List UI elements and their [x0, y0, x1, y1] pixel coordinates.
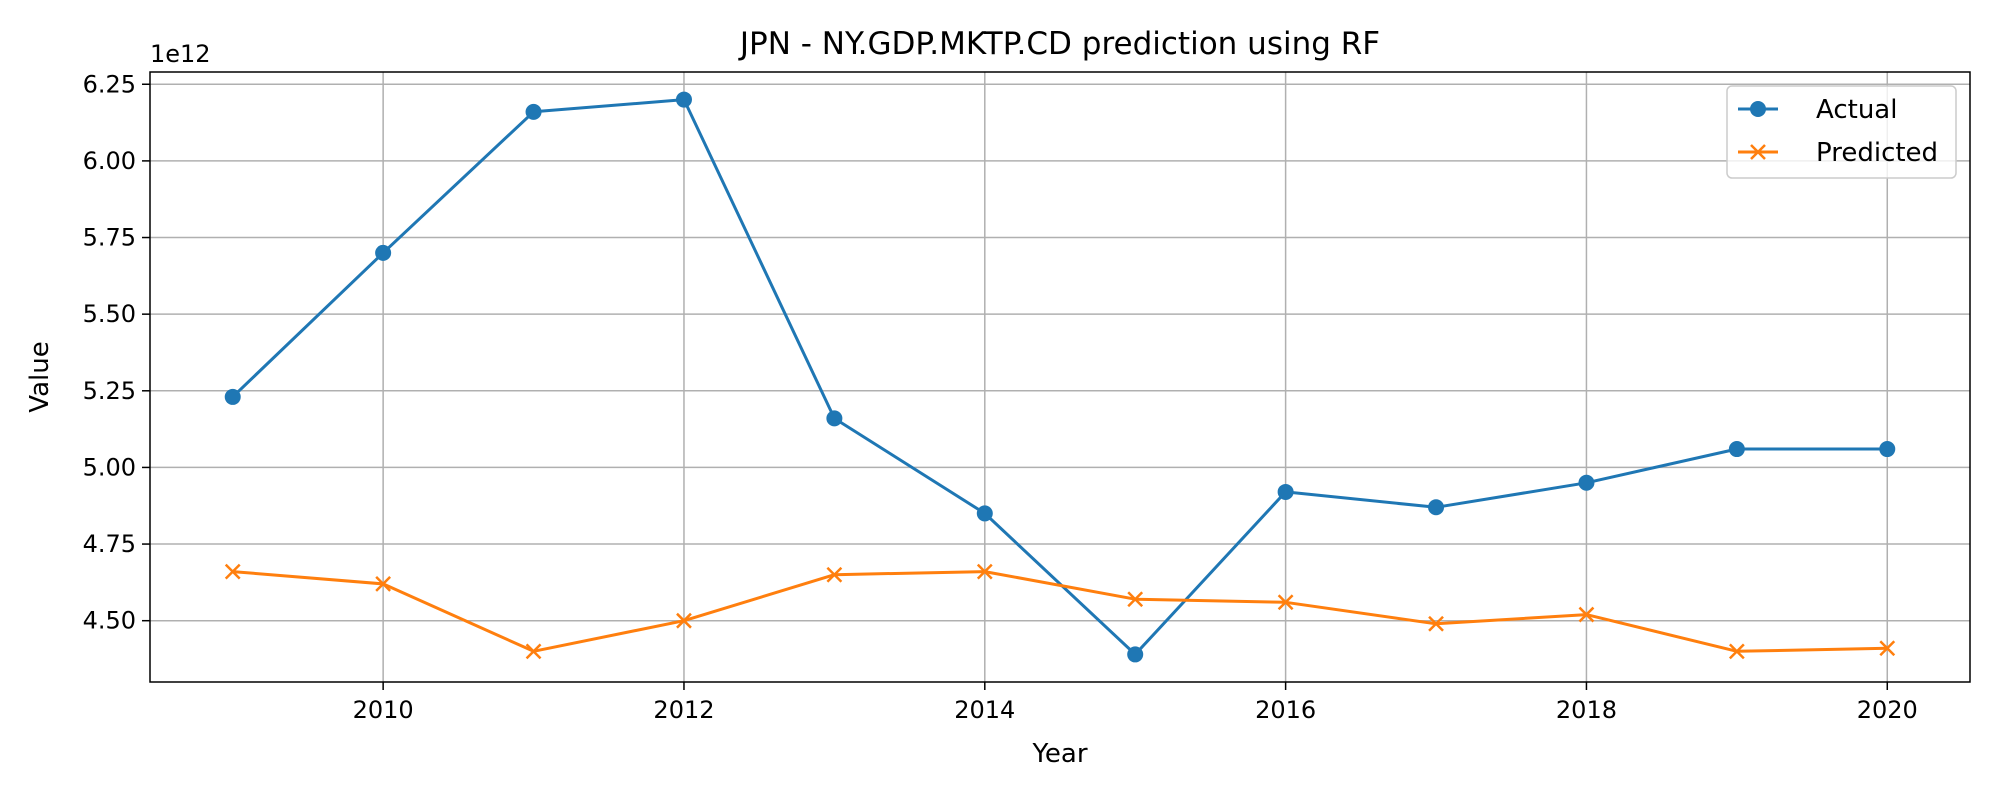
y-tick-label: 4.50 — [83, 607, 136, 635]
data-point-predicted — [676, 612, 692, 629]
x-tick-label: 2014 — [954, 696, 1015, 724]
plot-area-frame — [149, 71, 1971, 683]
data-point-actual — [1127, 646, 1144, 663]
y-tick-label: 6.00 — [83, 147, 136, 175]
y-tick-label: 4.75 — [83, 530, 136, 558]
x-axis-label: Year — [1031, 739, 1087, 769]
axis-ticks: 2010 2012 2014 2016 2018 2020 4.50 4.75 5.00 5.25… — [83, 70, 1918, 724]
y-tick-label: 6.25 — [83, 70, 136, 98]
data-point-predicted — [1879, 640, 1896, 657]
data-point-actual — [1879, 441, 1896, 458]
data-point-predicted — [1428, 615, 1444, 632]
y-axis-label: Value — [25, 341, 55, 412]
y-tick-label: 5.25 — [83, 377, 136, 405]
legend-marker-predicted — [1750, 144, 1766, 160]
data-point-predicted — [1578, 606, 1595, 623]
y-tick-label: 5.50 — [83, 300, 136, 328]
data-point-actual — [375, 244, 392, 261]
data-point-actual — [1428, 499, 1445, 516]
series-layer — [224, 91, 1896, 663]
legend: Actual Predicted — [1726, 85, 1957, 179]
x-tick-label: 2010 — [353, 696, 414, 724]
y-tick-label: 5.75 — [83, 224, 136, 252]
data-point-predicted — [525, 643, 542, 660]
grid — [150, 72, 1970, 682]
data-point-predicted — [1127, 591, 1144, 608]
data-point-actual — [1277, 483, 1294, 500]
data-point-predicted — [224, 563, 241, 580]
series-line-predicted — [232, 570, 1888, 653]
x-tick-label: 2020 — [1857, 696, 1918, 724]
legend-label-predicted: Predicted — [1816, 138, 1938, 168]
data-point-actual — [826, 410, 843, 427]
x-tick-label: 2016 — [1255, 696, 1316, 724]
data-point-predicted — [1728, 643, 1745, 660]
chart-title: JPN - NY.GDP.MKTP.CD prediction using RF — [738, 26, 1380, 62]
data-point-predicted — [976, 563, 993, 580]
x-tick-label: 2012 — [653, 696, 714, 724]
data-point-actual — [525, 103, 542, 120]
data-point-actual — [976, 505, 993, 522]
legend-box — [1726, 85, 1957, 179]
series-line-actual — [231, 98, 1888, 656]
data-point-predicted — [826, 566, 843, 583]
legend-marker-actual — [1750, 101, 1766, 117]
data-point-actual — [1578, 474, 1595, 491]
legend-label-actual: Actual — [1816, 95, 1897, 125]
data-point-predicted — [375, 576, 392, 592]
x-tick-label: 2018 — [1556, 696, 1617, 724]
data-point-actual — [1728, 441, 1745, 458]
data-point-predicted — [1277, 594, 1294, 611]
data-point-actual — [675, 91, 692, 108]
data-point-actual — [224, 388, 241, 405]
y-offset-label: 1e12 — [150, 40, 211, 68]
y-tick-label: 5.00 — [83, 453, 136, 481]
